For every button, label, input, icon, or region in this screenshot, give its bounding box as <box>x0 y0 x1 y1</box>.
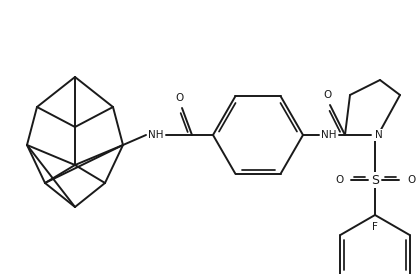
Text: S: S <box>371 173 379 187</box>
Text: O: O <box>324 90 332 100</box>
Text: O: O <box>335 175 343 185</box>
Text: O: O <box>407 175 415 185</box>
Text: O: O <box>176 93 184 103</box>
Text: N: N <box>375 130 383 140</box>
Text: NH: NH <box>148 130 164 140</box>
Text: F: F <box>372 222 378 232</box>
Text: NH: NH <box>321 130 337 140</box>
